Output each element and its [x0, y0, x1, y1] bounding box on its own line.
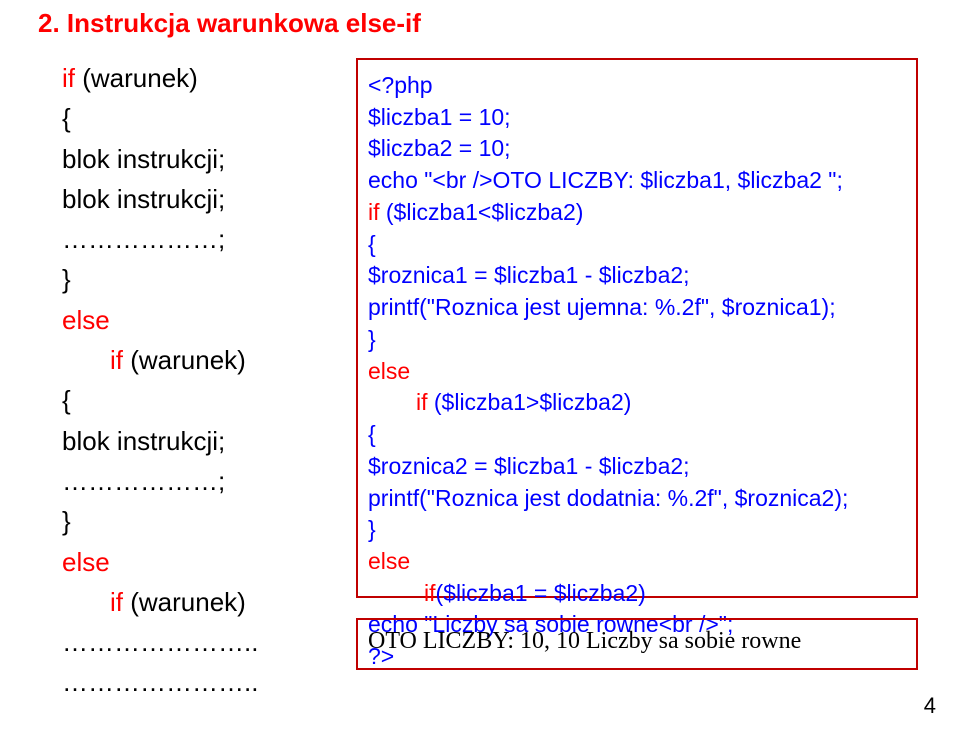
code-line: <?php — [368, 70, 910, 102]
code-line: if($liczba1 = $liczba2) — [368, 578, 910, 610]
code-line: } — [368, 324, 910, 356]
page: 2. Instrukcja warunkowa else-if if (waru… — [0, 0, 960, 729]
syntax-line: ………………….. — [62, 662, 322, 702]
code-line: echo "<br />OTO LICZBY: $liczba1, $liczb… — [368, 165, 910, 197]
keyword-if: if — [368, 199, 386, 225]
syntax-line: if (warunek) — [62, 582, 322, 622]
syntax-line: if (warunek) — [62, 58, 322, 98]
keyword-if: if — [416, 389, 434, 415]
code-text: ($liczba1>$liczba2) — [434, 389, 632, 415]
keyword-if: if — [110, 345, 130, 375]
code-line: printf("Roznica jest dodatnia: %.2f", $r… — [368, 483, 910, 515]
output-box: OTO LICZBY: 10, 10 Liczby sa sobie rowne — [356, 618, 918, 670]
code-box: <?php $liczba1 = 10; $liczba2 = 10; echo… — [356, 58, 918, 598]
syntax-line: if (warunek) — [62, 340, 322, 380]
code-text: ($liczba1 = $liczba2) — [436, 580, 646, 606]
syntax-column: if (warunek) { blok instrukcji; blok ins… — [62, 58, 322, 703]
syntax-line: blok instrukcji; — [62, 139, 322, 179]
syntax-text: (warunek) — [82, 63, 198, 93]
page-number: 4 — [924, 693, 936, 719]
keyword-else: else — [368, 356, 910, 388]
code-line: if ($liczba1>$liczba2) — [368, 387, 910, 419]
code-line: $liczba1 = 10; — [368, 102, 910, 134]
code-text: ($liczba1<$liczba2) — [386, 199, 584, 225]
keyword-else: else — [62, 542, 322, 582]
code-line: printf("Roznica jest ujemna: %.2f", $roz… — [368, 292, 910, 324]
code-line: $roznica2 = $liczba1 - $liczba2; — [368, 451, 910, 483]
keyword-if: if — [110, 587, 130, 617]
syntax-line: } — [62, 501, 322, 541]
syntax-line: blok instrukcji; — [62, 421, 322, 461]
syntax-line: blok instrukcji; — [62, 179, 322, 219]
syntax-line: } — [62, 259, 322, 299]
syntax-text: (warunek) — [130, 345, 246, 375]
code-line: $liczba2 = 10; — [368, 133, 910, 165]
code-line: { — [368, 419, 910, 451]
syntax-line: ………………; — [62, 461, 322, 501]
keyword-else: else — [62, 300, 322, 340]
code-line: { — [368, 229, 910, 261]
keyword-else: else — [368, 546, 910, 578]
syntax-line: { — [62, 380, 322, 420]
syntax-line: { — [62, 98, 322, 138]
code-line: } — [368, 514, 910, 546]
syntax-line: ………………….. — [62, 622, 322, 662]
section-heading: 2. Instrukcja warunkowa else-if — [38, 8, 421, 39]
syntax-line: ………………; — [62, 219, 322, 259]
code-line: $roznica1 = $liczba1 - $liczba2; — [368, 260, 910, 292]
code-line: if ($liczba1<$liczba2) — [368, 197, 910, 229]
keyword-if: if — [424, 580, 436, 606]
syntax-text: (warunek) — [130, 587, 246, 617]
keyword-if: if — [62, 63, 82, 93]
